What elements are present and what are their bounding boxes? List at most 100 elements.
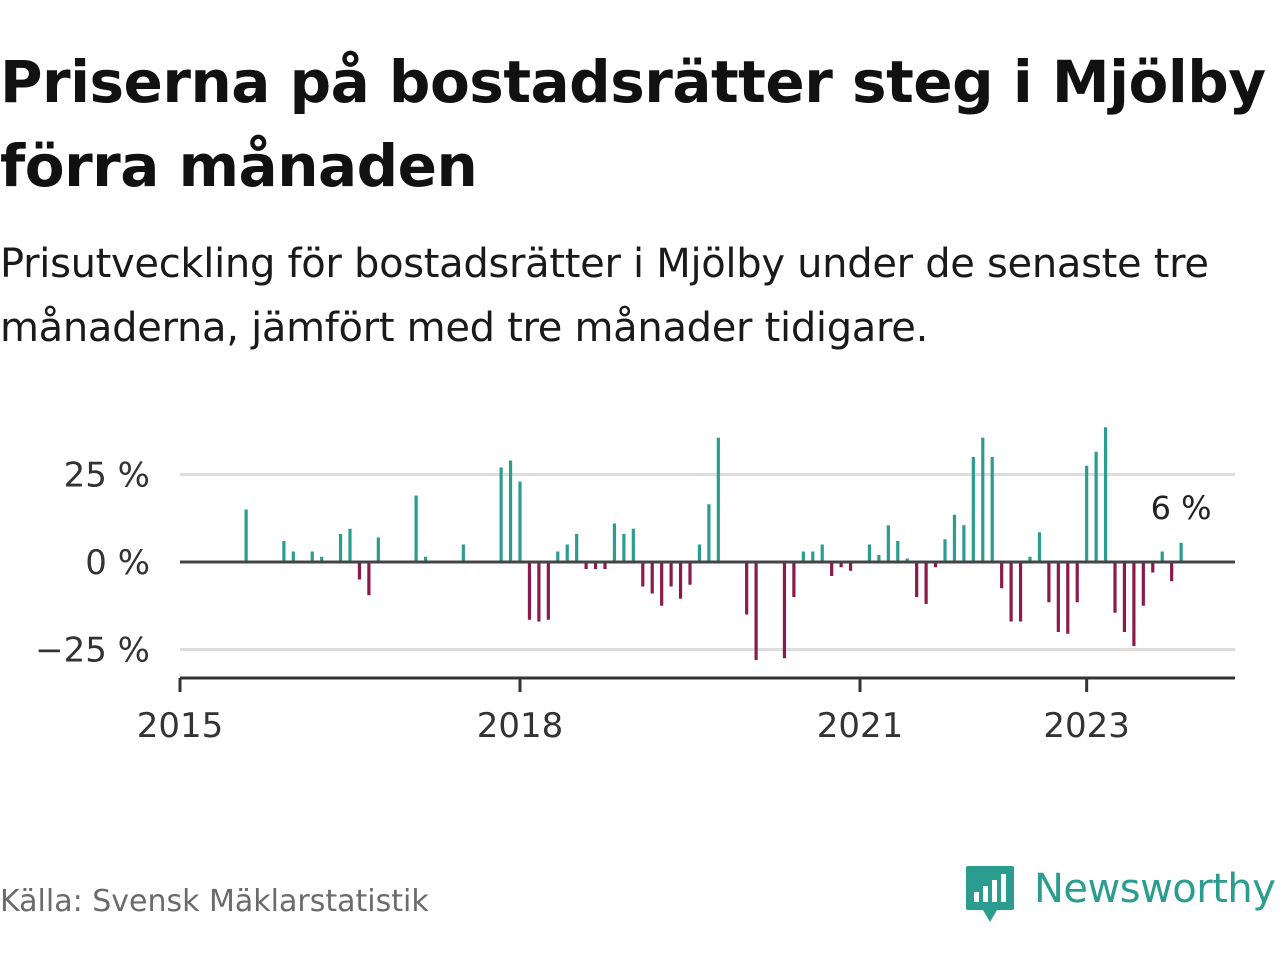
bar (537, 562, 541, 622)
bar (310, 551, 314, 562)
bar (499, 467, 503, 562)
bar (678, 562, 683, 599)
bar (820, 544, 824, 562)
brand-name: Newsworthy (1034, 866, 1276, 912)
bar (1075, 562, 1079, 603)
bar (1160, 551, 1164, 562)
bar (1028, 556, 1032, 562)
bar (1085, 465, 1089, 562)
bar (1094, 451, 1098, 562)
bar (660, 562, 664, 606)
bar (584, 562, 588, 569)
x-tick-label: 2023 (1043, 706, 1130, 746)
bar (291, 551, 295, 562)
y-tick-label: −25 % (35, 631, 150, 671)
bar (990, 457, 994, 562)
bar (745, 562, 749, 615)
bar (1179, 542, 1183, 562)
bar (631, 528, 635, 562)
chart-title: Priserna på bostadsrätter steg i Mjölby … (0, 48, 1266, 200)
bar (546, 562, 550, 620)
tick-labels: 25 % 0 % −25 % 2015 2018 2021 2023 6 % (35, 456, 1211, 747)
bar (669, 562, 673, 587)
bar (1047, 562, 1051, 603)
bar (943, 539, 947, 562)
axes (178, 560, 1235, 692)
bar (867, 544, 872, 562)
bar (839, 562, 843, 568)
bar (556, 551, 560, 562)
bar (886, 525, 890, 562)
bar (1066, 562, 1070, 634)
bar (461, 544, 465, 562)
source-note: Källa: Svensk Mäklarstatistik (0, 884, 429, 919)
bar (565, 544, 569, 562)
price-change-bar-chart: 25 % 0 % −25 % 2015 2018 2021 2023 6 % (35, 427, 1235, 747)
bar (518, 481, 522, 562)
bar (782, 562, 787, 659)
bar (801, 551, 805, 562)
bar (716, 437, 720, 562)
bar (612, 523, 617, 562)
bar (896, 541, 900, 562)
bar (1122, 562, 1127, 632)
bar (338, 534, 343, 562)
bar (877, 555, 881, 562)
brand-logo[interactable]: Newsworthy (964, 864, 1276, 926)
bar (1132, 562, 1136, 646)
bar (622, 534, 626, 562)
bar (1151, 562, 1155, 573)
bar (650, 562, 654, 594)
bar (414, 495, 418, 562)
bar (981, 437, 985, 562)
bar (707, 504, 711, 562)
bar (811, 551, 815, 562)
bar (848, 562, 853, 571)
bar (1103, 427, 1108, 562)
bar (971, 457, 975, 562)
bar (962, 525, 966, 562)
bar (423, 556, 428, 562)
bar (527, 562, 532, 620)
bar (952, 514, 957, 562)
bar (688, 562, 692, 585)
bar (367, 562, 371, 596)
bar (1113, 562, 1117, 613)
bar (641, 562, 645, 587)
bar (1009, 562, 1013, 622)
chart-subtitle: Prisutveckling för bostadsrätter i Mjölb… (0, 241, 1209, 351)
bar (1141, 562, 1145, 606)
bar (754, 562, 758, 660)
bar (244, 509, 248, 562)
x-tick-label: 2018 (477, 706, 564, 746)
bars (244, 427, 1183, 660)
bar (905, 558, 909, 562)
bar (915, 562, 919, 597)
bar (697, 544, 702, 562)
bar (603, 562, 607, 569)
bar (575, 534, 579, 562)
bar-chart-speech-bubble-icon (966, 866, 1014, 922)
bar (357, 562, 362, 580)
bar (348, 528, 352, 562)
y-tick-label: 25 % (64, 456, 150, 496)
bar (830, 562, 834, 576)
gridlines (180, 473, 1235, 651)
bar (1056, 562, 1060, 632)
bar (1000, 562, 1004, 589)
x-tick-label: 2021 (817, 706, 904, 746)
bar (593, 562, 598, 569)
bar (924, 562, 928, 604)
bar (376, 537, 380, 562)
bar (1018, 562, 1023, 622)
bar (1170, 562, 1174, 582)
last-value-label: 6 % (1151, 489, 1212, 527)
bar (792, 562, 796, 597)
bar (282, 541, 286, 562)
bar (320, 556, 324, 562)
bar (933, 562, 938, 568)
y-tick-label: 0 % (85, 543, 150, 583)
x-tick-label: 2015 (137, 706, 224, 746)
bar (1037, 532, 1042, 562)
bar (508, 460, 513, 562)
